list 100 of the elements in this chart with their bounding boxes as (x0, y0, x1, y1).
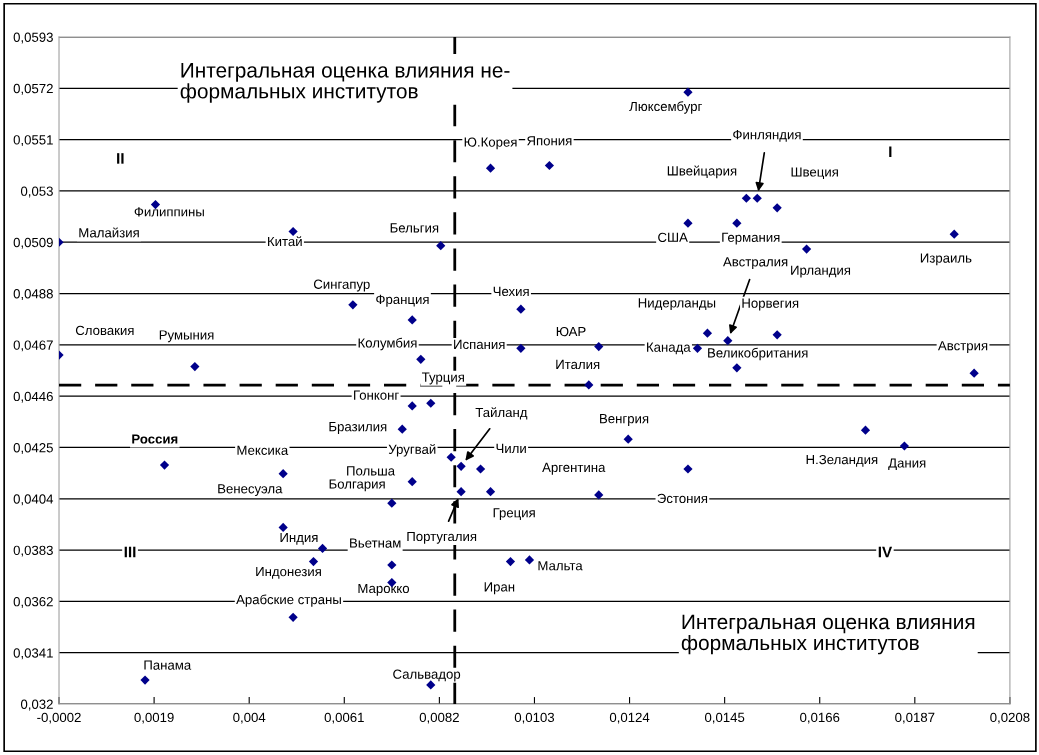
y-tick-label: 0,0593 (13, 32, 53, 44)
annotation: Колумбия (358, 337, 417, 351)
annotation: Чили (496, 443, 526, 454)
annotation: I (889, 146, 892, 158)
x-tick-label: 0,0208 (990, 712, 1030, 724)
annotation: Италия (556, 359, 600, 370)
point (140, 675, 150, 685)
x-tick-label: -0,0002 (37, 712, 81, 724)
annotation: Китай (268, 236, 302, 247)
annotation: Гонконг (354, 390, 399, 400)
point (288, 612, 298, 622)
annotation: Турция (421, 372, 464, 385)
point (485, 487, 496, 497)
point (702, 328, 713, 338)
point (456, 461, 466, 471)
annotation: Австралия (723, 257, 788, 270)
y-tick-label: 0,0509 (13, 237, 53, 249)
point (159, 460, 170, 470)
point (683, 218, 693, 228)
x-tick-label: 0,0187 (895, 712, 935, 724)
point (544, 160, 555, 171)
y-tick-label: 0,0404 (13, 494, 54, 506)
annotation: Болгария (329, 479, 385, 492)
y-tick-label: 0,0341 (13, 648, 53, 660)
x-tick-label: 0,0103 (514, 712, 555, 724)
annotation: Япония (527, 136, 572, 146)
annotation: Австрия (937, 341, 988, 353)
point (407, 477, 417, 487)
y-tick-label: 0,0467 (13, 340, 53, 352)
y-tick-label: 0,0362 (13, 596, 53, 608)
annotation: Индонезия (256, 567, 321, 579)
annotation: Великобритания (708, 347, 808, 361)
point (397, 424, 407, 434)
annotation: Эстония (657, 493, 708, 504)
y-tick-label: 0,0572 (13, 83, 53, 95)
annotation: Малайзия (79, 227, 139, 238)
annotation: Марокко (358, 583, 410, 596)
annotation: Россия (132, 434, 178, 444)
point (594, 490, 604, 500)
annotation: Бразилия (329, 422, 387, 434)
y-tick-label: 0,0551 (13, 135, 53, 147)
annotation: ЮАР (556, 326, 586, 337)
annotation: Чехия (493, 286, 529, 297)
x-tick-label: 0,0082 (419, 712, 459, 724)
point (387, 498, 397, 508)
annotation: Канада (647, 342, 691, 355)
annotation: Арабские страны (236, 594, 341, 607)
point (772, 203, 782, 213)
annotation: Тайланд (475, 407, 528, 420)
point (407, 401, 417, 411)
point (741, 193, 751, 203)
annotation: Нидерланды (638, 298, 716, 311)
point (752, 193, 762, 203)
annotation: Филиппины (134, 207, 204, 217)
x-tick-label: 0,004 (233, 712, 266, 724)
point (317, 543, 328, 553)
point (278, 522, 288, 532)
point (723, 336, 733, 346)
annotation: Польша (347, 466, 396, 476)
y-tick-label: 0,0488 (13, 289, 53, 301)
annotation: Уругвай (388, 444, 436, 457)
point (801, 244, 812, 254)
annotation: Румыния (159, 330, 214, 343)
annotation: Ю.Корея (464, 137, 517, 150)
annotation: Вьетнам (350, 538, 401, 548)
y-tick-label: 0,053 (20, 186, 53, 198)
point (436, 241, 446, 251)
point (387, 560, 397, 570)
point (278, 469, 288, 479)
annotation: Греция (493, 508, 535, 521)
point (949, 229, 959, 239)
point (623, 434, 633, 444)
annotation: Иран (484, 582, 515, 595)
point (899, 441, 910, 451)
annotation: Португалия (407, 531, 477, 544)
annotation: Финляндия (733, 130, 801, 142)
annotation: Швеция (791, 167, 838, 180)
x-tick-label: 0,0124 (609, 712, 650, 724)
annotation: Аргентина (542, 462, 606, 475)
point (516, 343, 526, 353)
annotation: Франция (376, 294, 429, 307)
annotation: Швейцария (667, 165, 737, 179)
annotation: Словакия (75, 325, 134, 336)
point (732, 218, 742, 228)
annotation: Интегральная оценка влияния не- формальных институтов (180, 63, 510, 103)
point (456, 487, 466, 497)
x-tick-label: 0,0019 (134, 712, 174, 724)
y-tick-label: 0,0425 (13, 443, 53, 454)
point (969, 368, 979, 378)
point (190, 362, 200, 372)
annotation: Бельгия (390, 223, 439, 233)
point (732, 363, 742, 373)
annotation: Люксембург (629, 101, 702, 114)
y-tick-label: 0,0446 (13, 391, 53, 403)
x-tick-label: 0,0061 (324, 712, 364, 724)
point (348, 300, 358, 310)
point (584, 380, 594, 390)
y-tick-label: 0,0383 (13, 545, 53, 557)
point (683, 464, 693, 474)
x-tick-label: 0,0166 (800, 712, 840, 724)
